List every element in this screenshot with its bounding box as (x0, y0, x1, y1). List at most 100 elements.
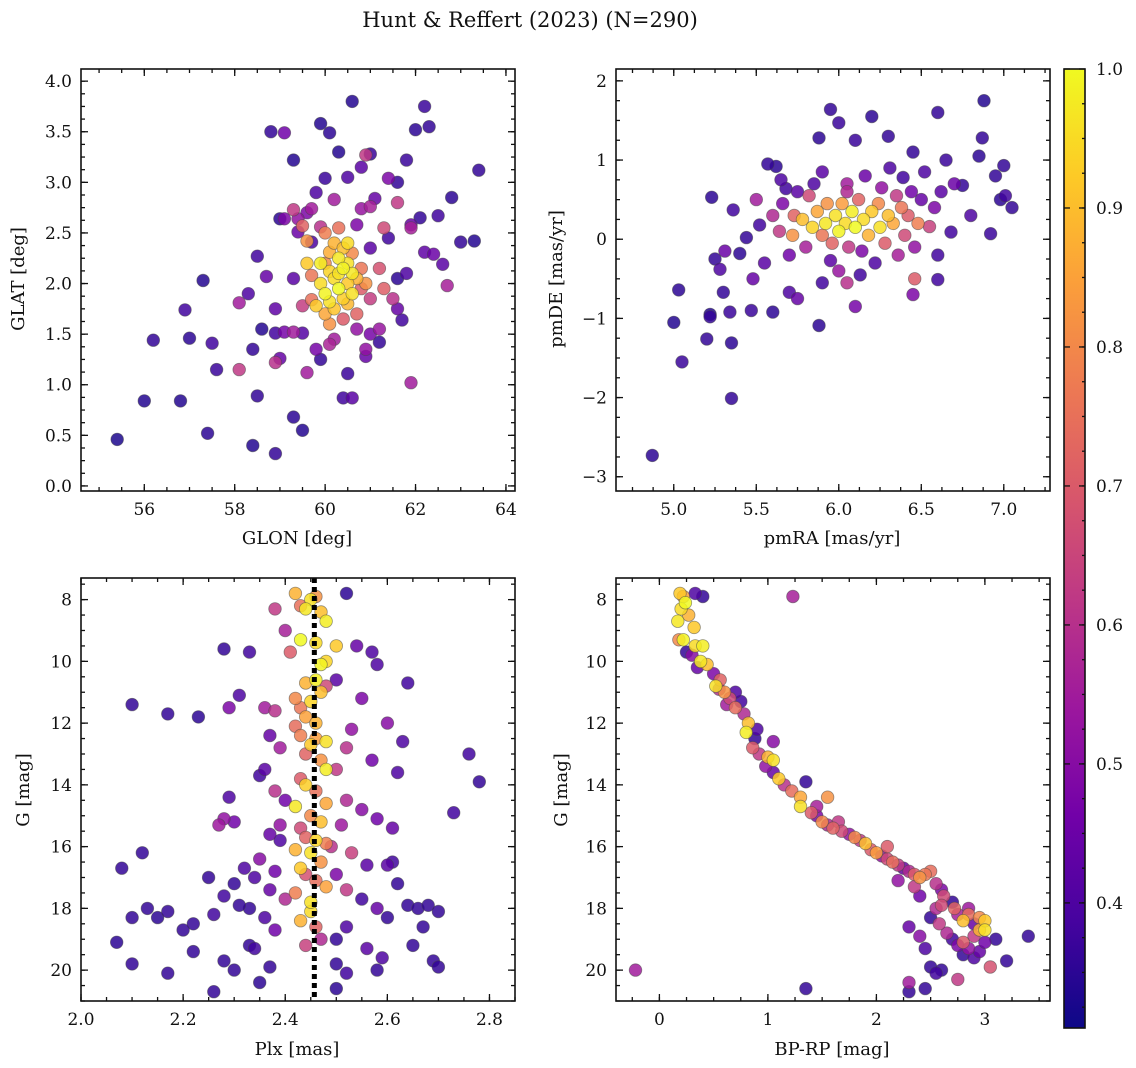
data-point (848, 133, 863, 148)
data-point (947, 177, 962, 191)
data-point (733, 246, 747, 261)
data-point (724, 336, 739, 350)
data-point (339, 793, 354, 808)
data-point (918, 981, 932, 996)
figure-title: Hunt & Reffert (2023) (N=290) (362, 8, 698, 32)
data-point (840, 184, 854, 199)
data-point (947, 901, 962, 916)
data-point (273, 833, 287, 848)
data-point (334, 818, 349, 832)
data-point (161, 904, 175, 919)
data-point (786, 589, 800, 604)
data-point (913, 870, 927, 885)
data-point (319, 734, 333, 749)
y-tick-label: 20 (50, 961, 72, 981)
data-point (268, 704, 282, 718)
x-tick-label: 60 (314, 500, 336, 520)
data-point (467, 234, 482, 248)
data-point (766, 753, 781, 767)
data-point (883, 161, 897, 175)
data-point (856, 212, 871, 227)
data-point (186, 917, 201, 931)
data-point (746, 272, 760, 286)
data-point (268, 355, 283, 370)
data-point (309, 185, 323, 200)
data-point (440, 278, 454, 293)
y-axis-label-g-right: G [mag] (551, 753, 572, 826)
data-point (314, 855, 328, 869)
data-point (908, 272, 922, 286)
data-point (336, 261, 350, 276)
data-point (268, 602, 282, 616)
data-point (125, 957, 139, 971)
data-point (902, 920, 916, 934)
data-point (365, 753, 379, 767)
data-point (815, 165, 830, 179)
data-point (186, 944, 201, 959)
data-point (426, 247, 441, 261)
data-point (713, 262, 727, 277)
x-axis-label-bprp: BP-RP [mag] (774, 1039, 889, 1060)
data-point (178, 303, 192, 317)
data-point (746, 741, 760, 755)
data-point (359, 342, 373, 357)
data-point (964, 208, 978, 223)
data-point (268, 864, 282, 879)
data-point (997, 158, 1011, 173)
data-point (217, 954, 231, 968)
data-point (939, 153, 953, 167)
data-point (790, 184, 805, 199)
data-point (911, 216, 925, 231)
x-tick-label: 58 (224, 500, 246, 520)
data-point (360, 941, 374, 956)
data-point (799, 981, 813, 996)
data-point (396, 734, 410, 749)
data-point (818, 216, 833, 231)
x-tick-label: 2.6 (374, 1010, 401, 1030)
data-point (832, 224, 846, 239)
data-point (313, 256, 328, 271)
data-point (313, 116, 328, 131)
data-point (906, 287, 920, 302)
data-point (421, 898, 435, 913)
data-point (329, 957, 344, 971)
y-tick-label: 14 (50, 776, 72, 796)
data-point (339, 966, 354, 980)
points-plx-g (109, 586, 487, 999)
data-point (807, 177, 821, 191)
data-point (785, 228, 800, 243)
panel-pmra-pmde: 5.0 5.5 6.0 6.5 7.0 −3 −2 −1 0 1 2 pmRA [mas/yr] p… (546, 68, 1051, 549)
data-point (350, 322, 364, 336)
y-tick-label: 12 (585, 714, 607, 734)
data-point (687, 620, 701, 635)
data-point (318, 226, 332, 240)
data-point (401, 676, 415, 690)
data-point (975, 131, 990, 145)
data-point (977, 93, 991, 108)
data-point (983, 960, 998, 974)
data-point (370, 657, 384, 672)
data-point (404, 221, 418, 235)
data-point (263, 883, 277, 897)
data-point (222, 790, 236, 804)
data-point (696, 639, 710, 653)
data-point (377, 281, 391, 296)
y-tick-label: 16 (50, 838, 72, 858)
data-point (286, 202, 301, 217)
data-point (217, 889, 231, 903)
y-tick-label: 10 (585, 652, 607, 672)
x-axis-label-pmra: pmRA [mas/yr] (764, 528, 901, 549)
data-point (377, 221, 391, 235)
data-point (268, 923, 282, 937)
y-tick-label: 2.5 (45, 224, 72, 244)
data-point (878, 236, 892, 250)
data-point (749, 192, 764, 207)
data-point (676, 633, 691, 647)
data-point (978, 923, 992, 937)
data-point (363, 292, 378, 306)
data-point (886, 855, 900, 869)
data-point (264, 124, 278, 139)
data-point (815, 276, 830, 290)
data-point (329, 673, 344, 687)
